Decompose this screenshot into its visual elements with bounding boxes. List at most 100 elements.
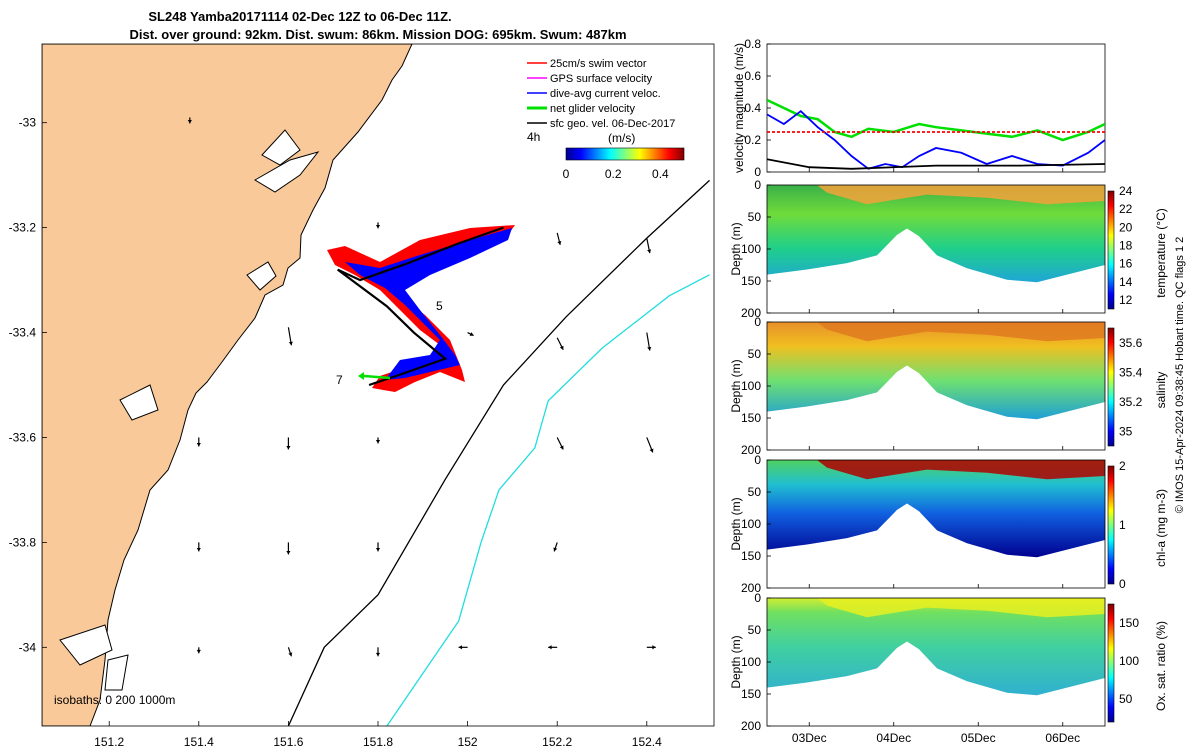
- velocity-plot-frame: [766, 43, 1106, 173]
- legend-label: 25cm/s swim vector: [550, 58, 647, 70]
- geostrophic-vector: [286, 542, 291, 555]
- geostrophic-vector: [196, 647, 201, 654]
- map-annotation-5: 5: [436, 299, 443, 313]
- section-y-tick-label: 0: [754, 591, 761, 605]
- geostrophic-vector: [556, 232, 562, 246]
- time-x-axis: 03Dec 04Dec 05Dec 06Dec: [792, 731, 1080, 745]
- net-glider-velocity-arrow: [358, 372, 391, 380]
- section-y-tick-label: 200: [741, 581, 761, 595]
- section-colorbar: [1107, 190, 1115, 310]
- geostrophic-vector: [287, 327, 293, 346]
- legend-label: dive-avg current veloc.: [550, 88, 661, 100]
- colorbar-tick-label: 18: [1119, 238, 1133, 252]
- map-annotation-7: 7: [336, 373, 343, 387]
- section-y-tick-label: 100: [741, 242, 761, 256]
- velocity-y-label: velocity magnitude (m/s): [732, 43, 746, 173]
- geostrophic-vector: [287, 647, 293, 657]
- section-y-tick-label: 200: [741, 443, 761, 457]
- map-x-tick-label: 151.6: [273, 735, 303, 749]
- colorbar-label: salinity: [1154, 372, 1168, 409]
- legend-item-swim-vector: 25cm/s swim vector: [527, 58, 647, 70]
- geostrophic-vector: [556, 437, 564, 450]
- section-y-tick-label: 100: [741, 379, 761, 393]
- section-y-tick-label: 150: [741, 549, 761, 563]
- legend-item-dive-avg-current: dive-avg current veloc.: [527, 88, 661, 100]
- colorbar-tick-label: 2: [1119, 459, 1126, 473]
- speed-colorbar-ticks: 0 0.2 0.4: [563, 167, 669, 181]
- map-y-tick-label: -33: [19, 116, 37, 130]
- map-x-tick-label: 151.8: [363, 735, 393, 749]
- section-surface-layer: [817, 185, 1105, 205]
- dive-avg-current-series: [767, 110, 1105, 170]
- map-y-tick-label: -33.4: [9, 326, 37, 340]
- time-step-annotation: 4h: [527, 130, 540, 144]
- section-y-tick-label: 150: [741, 411, 761, 425]
- geostrophic-vector: [375, 542, 381, 552]
- net-glider-velocity-series: [767, 98, 1105, 142]
- section-surface-layer: [817, 598, 1105, 618]
- map-x-tick-label: 152.2: [542, 735, 572, 749]
- colorbar-tick-label: 22: [1119, 202, 1133, 216]
- oxygen-section-panel: 0 50 100 150 200 Depth (m) 50 100 150 Ox. sat. ra…: [729, 591, 1168, 733]
- section-colorbar: [1107, 465, 1115, 585]
- colorbar-label: Ox. sat. ratio (%): [1154, 621, 1168, 711]
- colorbar-tick-label: 50: [1119, 692, 1133, 706]
- geostrophic-vector: [646, 237, 652, 254]
- velocity-series: [767, 98, 1105, 170]
- map-x-tick-label: 151.4: [184, 735, 214, 749]
- velocity-y-tick-label: 0.4: [744, 101, 761, 115]
- section-data-field: [767, 322, 1105, 420]
- geostrophic-vector: [375, 647, 381, 657]
- map-y-tick-label: -33.6: [9, 430, 37, 444]
- geostrophic-speed-series: [767, 158, 1105, 170]
- velocity-y-tick-label: 0: [754, 165, 761, 179]
- colorbar-tick-label: 0: [1119, 577, 1126, 591]
- side-credit: © IMOS 15-Apr-2024 09:38:45 Hobart time.…: [1174, 237, 1186, 514]
- colorbar-tick-label: 1: [1119, 518, 1126, 532]
- section-y-tick-label: 150: [741, 274, 761, 288]
- glider-velocity-swath: [327, 225, 515, 392]
- colorbar-tick-label: 35.4: [1119, 365, 1143, 379]
- geostrophic-vector: [187, 117, 192, 124]
- chart-title-line2: Dist. over ground: 92km. Dist. swum: 86k…: [129, 27, 626, 42]
- isobath-200m-line: [287, 179, 710, 726]
- geostrophic-vector: [196, 542, 201, 552]
- section-y-tick-label: 100: [741, 517, 761, 531]
- geostrophic-vector: [646, 645, 656, 650]
- map-y-tick-label: -33.8: [9, 535, 37, 549]
- colorbar-tick-label: 35.2: [1119, 395, 1143, 409]
- time-x-tick-label: 03Dec: [792, 731, 827, 745]
- geostrophic-vector-field: [187, 117, 656, 657]
- section-data-field: [767, 185, 1105, 283]
- velocity-y-tick-label: 0.2: [744, 133, 761, 147]
- swim-vector-swath: [327, 225, 515, 392]
- section-y-label: Depth (m): [729, 222, 743, 275]
- time-x-tick-label: 05Dec: [961, 731, 996, 745]
- map-x-tick-label: 151.2: [94, 735, 124, 749]
- velocity-y-axis: 0 0.2 0.4 0.6 0.8: [744, 37, 1064, 179]
- colorbar-tick-label: 35.6: [1119, 336, 1143, 350]
- colorbar-tick-label: 16: [1119, 257, 1133, 271]
- geostrophic-vector: [286, 437, 291, 450]
- salinity-section-panel: 0 50 100 150 200 Depth (m) 35 35.2 35.4 35.6 salin…: [729, 315, 1168, 457]
- colorbar-tick-label: 20: [1119, 220, 1133, 234]
- map-x-axis: 151.2 151.4 151.6 151.8 152 152.2 152.4: [94, 721, 662, 749]
- geostrophic-vector: [467, 332, 474, 337]
- section-y-tick-label: 200: [741, 719, 761, 733]
- section-y-tick-label: 50: [748, 210, 762, 224]
- section-y-label: Depth (m): [729, 635, 743, 688]
- section-surface-layer: [817, 460, 1105, 480]
- map-y-tick-label: -34: [19, 640, 37, 654]
- colorbar-label: temperature (°C): [1154, 208, 1168, 298]
- geostrophic-vector: [556, 337, 564, 351]
- map-y-axis: -33 -33.2 -33.4 -33.6 -33.8 -34: [9, 116, 47, 654]
- section-y-label: Depth (m): [729, 497, 743, 550]
- colorbar-label: chl-a (mg m-3): [1154, 489, 1168, 567]
- colorbar-tick-label: 24: [1119, 184, 1133, 198]
- section-y-tick-label: 150: [741, 687, 761, 701]
- section-y-tick-label: 50: [748, 485, 762, 499]
- estuary-lake: [246, 261, 277, 291]
- time-x-tick-label: 04Dec: [876, 731, 911, 745]
